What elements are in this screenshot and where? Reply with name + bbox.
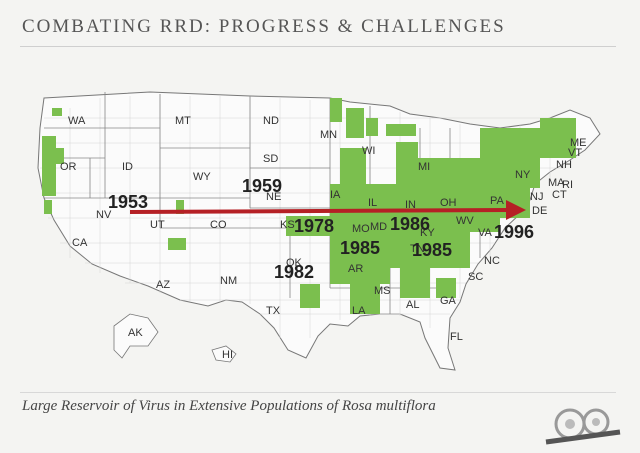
- state-label: NJ: [530, 191, 543, 203]
- infected-patch: [330, 244, 390, 284]
- slide-title: COMBATING RRD: PROGRESS & CHALLENGES: [22, 16, 506, 37]
- state-label: WI: [362, 145, 375, 157]
- state-label: NM: [220, 275, 237, 287]
- year-label-1985a: 1985: [340, 238, 380, 258]
- state-label: ND: [263, 115, 279, 127]
- state-label: MO: [352, 223, 370, 235]
- infected-patch: [52, 108, 62, 116]
- state-label: WV: [456, 215, 474, 227]
- spread-arrow-line: [129, 208, 509, 214]
- infected-patch: [436, 278, 456, 298]
- state-label: SC: [468, 271, 483, 283]
- infected-patch: [300, 284, 320, 308]
- state-label: DE: [532, 205, 547, 217]
- infected-patch: [44, 200, 52, 214]
- title-divider: [20, 46, 616, 47]
- state-label: MI: [418, 161, 430, 173]
- state-label: LA: [352, 305, 366, 317]
- infected-patch: [176, 200, 184, 214]
- year-label-1959: 1959: [242, 176, 282, 196]
- year-label-1985b: 1985: [412, 240, 452, 260]
- infected-regions: [42, 98, 576, 314]
- state-label: TN: [410, 243, 425, 255]
- infected-patch: [350, 284, 380, 314]
- state-label: KY: [420, 227, 435, 239]
- year-label-1996: 1996: [494, 222, 534, 242]
- state-label: OR: [60, 161, 77, 173]
- infected-patch: [480, 128, 540, 188]
- state-label: VT: [568, 147, 582, 159]
- year-label-1953: 1953: [108, 192, 148, 212]
- state-label: TX: [266, 305, 281, 317]
- state-label: HI: [222, 349, 233, 361]
- state-label: AR: [348, 263, 363, 275]
- state-label: NV: [96, 209, 112, 221]
- state-label: OK: [286, 257, 303, 269]
- state-label: CO: [210, 219, 227, 231]
- slide-caption: Large Reservoir of Virus in Extensive Po…: [22, 398, 436, 414]
- alaska-inset: [113, 313, 159, 359]
- year-label-1978: 1978: [294, 216, 334, 236]
- state-label: AK: [128, 327, 143, 339]
- state-label: IL: [368, 197, 377, 209]
- state-label: VA: [478, 227, 493, 239]
- state-label: OH: [440, 197, 457, 209]
- year-label-1982: 1982: [274, 262, 314, 282]
- state-label: IA: [330, 189, 341, 201]
- state-label: AL: [406, 299, 419, 311]
- state-label: KS: [280, 219, 295, 231]
- state-label: GA: [440, 295, 457, 307]
- state-label: MN: [320, 129, 337, 141]
- infected-patch: [390, 232, 470, 268]
- us-map: WA MT ND MN OR ID SD WI MI WY NE IA IL I…: [37, 91, 601, 371]
- infected-patch: [400, 268, 430, 298]
- state-label: MD: [370, 221, 387, 233]
- infected-patch: [386, 124, 416, 136]
- state-label: MS: [374, 285, 391, 297]
- state-label: NH: [556, 159, 572, 171]
- state-label: RI: [562, 179, 573, 191]
- hawaii-inset: [211, 345, 237, 363]
- infected-patch: [540, 118, 576, 158]
- state-label: NY: [515, 169, 531, 181]
- infected-patch: [340, 148, 366, 184]
- state-label: CA: [72, 237, 88, 249]
- infected-patch: [168, 238, 186, 250]
- infected-patch: [346, 108, 364, 138]
- infected-patch: [56, 148, 64, 164]
- state-label: NC: [484, 255, 500, 267]
- organization-logo: [545, 408, 621, 445]
- state-label: MT: [175, 115, 191, 127]
- state-label: NE: [266, 191, 281, 203]
- infected-patch: [42, 136, 56, 196]
- state-label: ID: [122, 161, 133, 173]
- state-label: IN: [405, 199, 416, 211]
- state-label: PA: [490, 195, 505, 207]
- infected-patch: [286, 216, 330, 236]
- infected-patch: [366, 118, 378, 136]
- state-label: MA: [548, 177, 565, 189]
- caption-divider: [20, 392, 616, 393]
- infected-patch: [330, 98, 342, 122]
- spread-arrow-head: [506, 200, 526, 220]
- state-label: AZ: [156, 279, 170, 291]
- state-label: ME: [570, 137, 587, 149]
- state-label: CT: [552, 189, 567, 201]
- state-label: SD: [263, 153, 278, 165]
- year-label-1986: 1986: [390, 214, 430, 234]
- state-labels: WA MT ND MN OR ID SD WI MI WY NE IA IL I…: [60, 115, 587, 343]
- state-label: FL: [450, 331, 463, 343]
- state-label: UT: [150, 219, 165, 231]
- state-label: WY: [193, 171, 211, 183]
- state-label: WA: [68, 115, 86, 127]
